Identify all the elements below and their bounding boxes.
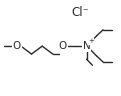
Text: Cl⁻: Cl⁻	[72, 6, 90, 19]
Text: O: O	[13, 41, 21, 51]
Text: O: O	[59, 41, 67, 51]
Text: N: N	[83, 41, 90, 51]
Text: +: +	[88, 38, 94, 44]
